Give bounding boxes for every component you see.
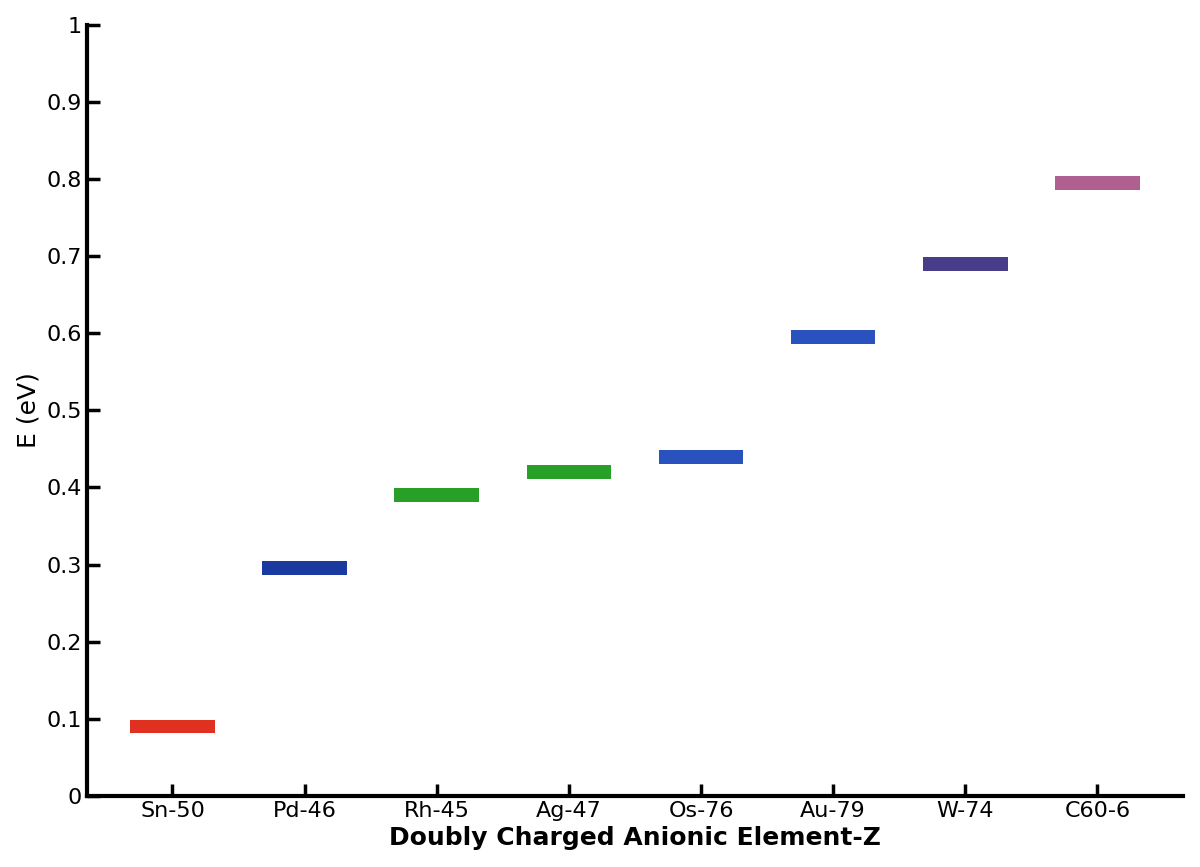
- X-axis label: Doubly Charged Anionic Element-Z: Doubly Charged Anionic Element-Z: [389, 826, 881, 851]
- Y-axis label: E (eV): E (eV): [17, 372, 41, 448]
